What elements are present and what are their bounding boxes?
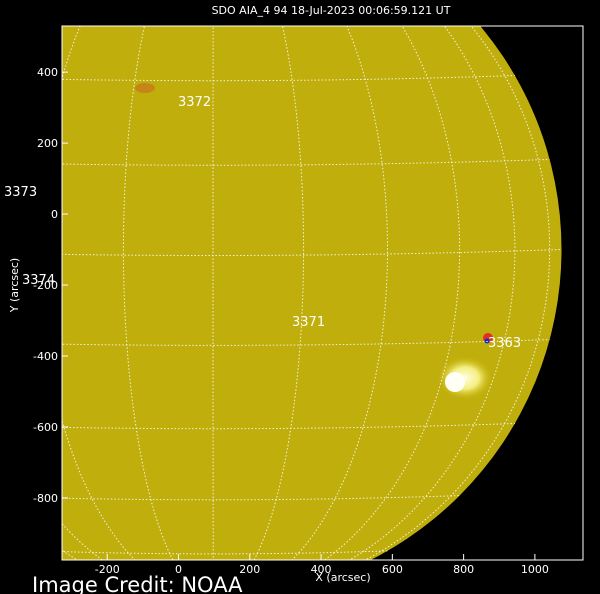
x-tick-label: 200	[239, 563, 260, 576]
region-label: 3373	[4, 185, 37, 200]
y-tick-label: -400	[33, 350, 58, 363]
x-tick-label: 400	[311, 563, 332, 576]
y-tick-label: 400	[37, 66, 58, 79]
x-tick-label: 800	[453, 563, 474, 576]
flare	[437, 356, 493, 400]
image-title: SDO AIA_4 94 18-Jul-2023 00:06:59.121 UT	[212, 4, 451, 17]
x-tick-label: -200	[95, 563, 120, 576]
y-tick-label: -600	[33, 421, 58, 434]
y-tick-label: 200	[37, 137, 58, 150]
region-label: 3372	[178, 95, 211, 110]
region-label: 3374	[22, 273, 55, 288]
region-label: 3371	[292, 315, 325, 330]
x-tick-label: 0	[175, 563, 182, 576]
y-axis-label: Y (arcsec)	[8, 258, 21, 313]
active-spot	[135, 83, 155, 93]
y-tick-label: -800	[33, 492, 58, 505]
x-tick-label: 1000	[521, 563, 549, 576]
image-credit: Image Credit: NOAA	[32, 573, 243, 594]
solar-image: SDO AIA_4 94 18-Jul-2023 00:06:59.121 UT…	[0, 0, 600, 594]
region-label: 3363	[488, 336, 521, 351]
x-tick-label: 600	[382, 563, 403, 576]
y-tick-label: 0	[51, 208, 58, 221]
flare-core	[445, 372, 465, 392]
